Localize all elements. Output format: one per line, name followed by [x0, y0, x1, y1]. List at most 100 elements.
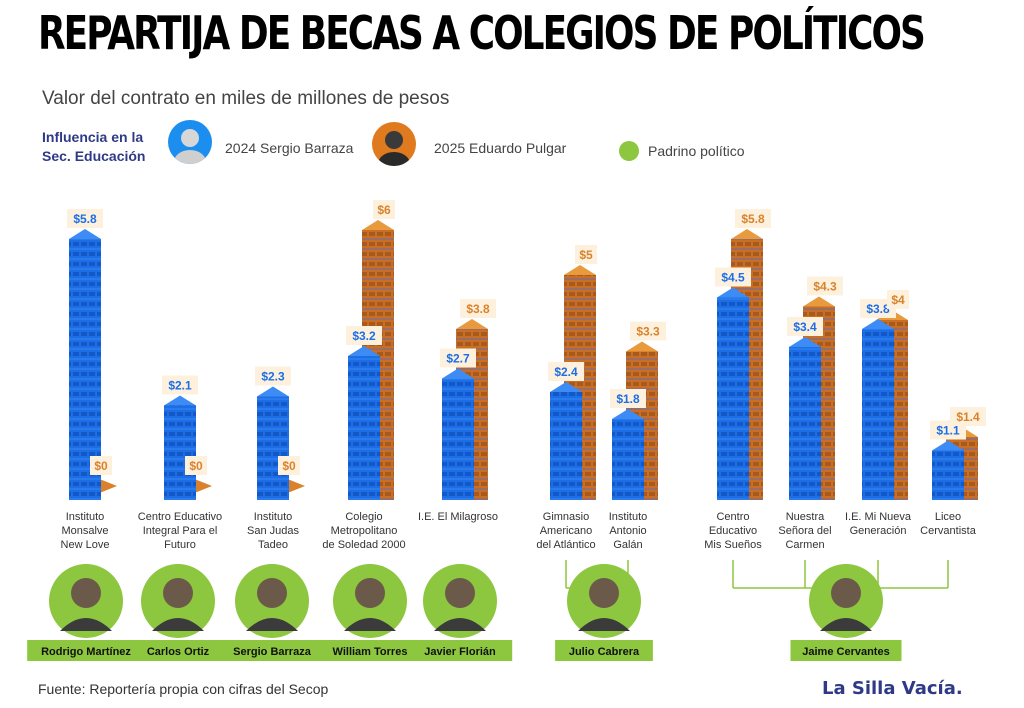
- person-body-icon: [578, 618, 630, 631]
- data-label-2024-bg: [440, 348, 476, 368]
- data-label-2024: $2.1: [168, 379, 192, 393]
- chart-subtitle: Valor del contrato en miles de millones …: [42, 88, 450, 109]
- padrino-tag: [407, 640, 513, 661]
- person-body-icon: [434, 618, 486, 631]
- person-icon: [445, 578, 475, 608]
- padrino-tag: [555, 640, 653, 661]
- padrino-tag: [790, 640, 902, 661]
- bar-2025-zero-mark: [192, 478, 212, 494]
- person-icon: [174, 129, 206, 164]
- bar-2025-cap: [803, 296, 835, 307]
- data-label-2025-bg: [630, 321, 666, 341]
- person-body-icon: [820, 618, 872, 631]
- padrino-name: Sergio Barraza: [233, 646, 312, 658]
- data-label-2024-bg: [255, 366, 291, 386]
- legend-label-2025: 2025 Eduardo Pulgar: [434, 140, 567, 156]
- data-label-2025: $0: [282, 459, 296, 473]
- data-label-2024-bg: [67, 209, 103, 228]
- bar-2024-cap: [257, 386, 289, 397]
- category-label: Mis Sueños: [704, 539, 762, 551]
- category-label: Monsalve: [61, 525, 108, 537]
- data-label-2025-bg: [185, 456, 207, 475]
- data-label-2025: $1.4: [956, 410, 980, 424]
- legend-label-2024: 2024 Sergio Barraza: [225, 140, 354, 156]
- source-note: Fuente: Reportería propia con cifras del…: [38, 681, 329, 697]
- data-label-2025: $4: [891, 293, 905, 307]
- data-label-2025: $0: [94, 459, 108, 473]
- data-label-2025: $3.8: [466, 302, 490, 316]
- category-label: New Love: [61, 539, 110, 551]
- category-label: Americano: [540, 525, 593, 537]
- data-label-2024-bg: [715, 267, 751, 287]
- data-label-2025: $3.3: [636, 325, 660, 339]
- padrino-dot-icon: [619, 141, 639, 161]
- category-label: Gimnasio: [543, 511, 589, 523]
- padrino-name: Javier Florián: [424, 646, 496, 658]
- bar-2025-zero-mark: [97, 478, 117, 494]
- person-icon: [71, 578, 101, 608]
- bar-2024: [257, 396, 289, 500]
- data-label-2024: $2.7: [446, 352, 470, 366]
- category-label: Metropolitano: [331, 525, 398, 537]
- data-label-2024-bg: [610, 389, 646, 408]
- data-label-2025-bg: [278, 456, 300, 475]
- bar-2024-cap: [789, 337, 821, 347]
- data-label-2024-bg: [787, 317, 823, 336]
- bar-2024-cap: [69, 229, 101, 239]
- data-label-2025-bg: [950, 407, 986, 426]
- data-label-2024: $4.5: [721, 271, 745, 285]
- category-label: I.E. El Milagroso: [418, 511, 498, 523]
- padrino-tag: [27, 640, 145, 661]
- bar-2024: [717, 297, 749, 500]
- bar-2024-cap: [862, 319, 894, 329]
- data-label-2024: $1.8: [616, 392, 640, 406]
- page-title: REPARTIJA DE BECAS A COLEGIOS DE POLÍTIC…: [38, 6, 926, 60]
- bar-2025-cap: [362, 220, 394, 230]
- data-label-2024: $5.8: [73, 212, 97, 226]
- data-label-2024: $3.4: [793, 320, 817, 334]
- category-label: del Atlántico: [536, 539, 595, 551]
- person-icon: [257, 578, 287, 608]
- bar-2025-cap: [731, 229, 763, 239]
- category-label: Educativo: [709, 525, 757, 537]
- bar-2024: [612, 419, 644, 500]
- category-label: Cervantista: [920, 525, 977, 537]
- category-label: Liceo: [935, 511, 961, 523]
- data-label-2024: $2.4: [554, 365, 578, 379]
- category-label: Instituto: [609, 511, 648, 523]
- bar-2025-cap: [564, 265, 596, 275]
- category-label: Instituto: [66, 511, 105, 523]
- data-label-2024-bg: [548, 362, 584, 381]
- bar-2024-cap: [717, 287, 749, 298]
- category-label: de Soledad 2000: [322, 539, 405, 551]
- data-label-2025-bg: [460, 299, 496, 318]
- legend-avatar-2025: [372, 122, 416, 166]
- category-label: Centro Educativo: [138, 511, 222, 523]
- data-label-2025: $5: [579, 248, 593, 262]
- category-label: Nuestra: [786, 511, 825, 523]
- person-icon: [831, 578, 861, 608]
- bar-2024: [348, 356, 380, 500]
- data-label-2025-bg: [807, 276, 843, 296]
- padrino-name: Carlos Ortiz: [147, 646, 210, 658]
- person-body-icon: [60, 618, 112, 631]
- padrino-name: William Torres: [333, 646, 408, 658]
- padrino-name: Jaime Cervantes: [802, 646, 889, 658]
- category-label: Antonio: [609, 525, 646, 537]
- category-label: San Judas: [247, 525, 299, 537]
- bar-2024-cap: [164, 395, 196, 406]
- person-icon: [589, 578, 619, 608]
- category-label: Carmen: [785, 539, 824, 551]
- legend-avatar-2024: [168, 120, 212, 164]
- data-label-2025-bg: [887, 290, 909, 309]
- category-label: Tadeo: [258, 539, 288, 551]
- category-label: Instituto: [254, 511, 293, 523]
- person-body-icon: [344, 618, 396, 631]
- data-label-2025: $4.3: [813, 280, 837, 294]
- brand-text: La Silla Vacía.: [822, 678, 963, 699]
- data-label-2024-bg: [162, 375, 198, 395]
- bar-2024: [550, 392, 582, 500]
- person-icon: [355, 578, 385, 608]
- padrino-name: Julio Cabrera: [569, 646, 640, 658]
